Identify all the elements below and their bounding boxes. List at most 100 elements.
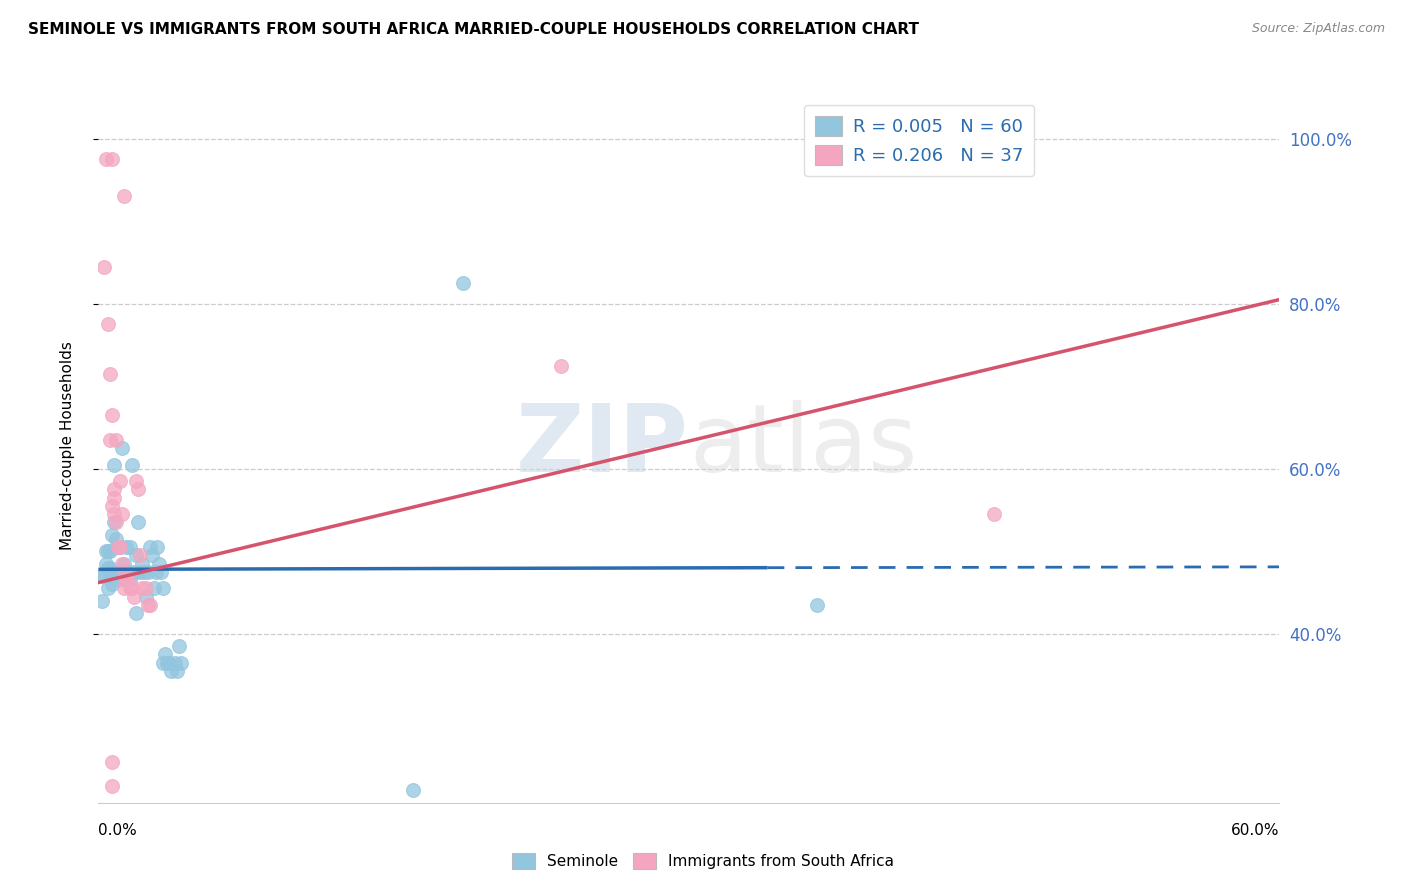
Point	[170, 656, 193, 670]
Point	[136, 565, 159, 579]
Point	[98, 565, 121, 579]
Point	[107, 573, 129, 587]
Legend: R = 0.005   N = 60, R = 0.206   N = 37: R = 0.005 N = 60, R = 0.206 N = 37	[804, 105, 1035, 176]
Point	[141, 549, 163, 563]
Point	[98, 544, 121, 558]
Text: SEMINOLE VS IMMIGRANTS FROM SOUTH AFRICA MARRIED-COUPLE HOUSEHOLDS CORRELATION C: SEMINOLE VS IMMIGRANTS FROM SOUTH AFRICA…	[28, 22, 920, 37]
Point	[101, 780, 124, 794]
Point	[167, 639, 190, 653]
Point	[128, 565, 150, 579]
Point	[125, 549, 148, 563]
Point	[118, 582, 141, 596]
Point	[146, 540, 169, 554]
Point	[112, 565, 135, 579]
Text: 60.0%: 60.0%	[1232, 823, 1279, 838]
Point	[148, 557, 170, 571]
Point	[142, 582, 165, 596]
Point	[101, 153, 124, 167]
Point	[111, 507, 134, 521]
Point	[127, 516, 149, 530]
Point	[160, 664, 183, 678]
Point	[105, 565, 128, 579]
Point	[125, 474, 148, 488]
Point	[118, 573, 141, 587]
Point	[131, 582, 153, 596]
Point	[103, 507, 125, 521]
Point	[127, 483, 149, 497]
Point	[103, 516, 125, 530]
Point	[111, 565, 134, 579]
Y-axis label: Married-couple Households: Married-couple Households	[60, 342, 75, 550]
Point	[97, 560, 120, 574]
Point	[107, 540, 129, 554]
Point	[157, 656, 180, 670]
Point	[122, 565, 145, 579]
Point	[101, 408, 124, 422]
Text: ZIP: ZIP	[516, 400, 689, 492]
Point	[97, 582, 120, 596]
Point	[112, 189, 135, 203]
Text: Source: ZipAtlas.com: Source: ZipAtlas.com	[1251, 22, 1385, 36]
Point	[105, 433, 128, 447]
Point	[98, 433, 121, 447]
Point	[103, 565, 125, 579]
Point	[112, 582, 135, 596]
Point	[111, 441, 134, 455]
Point	[101, 527, 124, 541]
Point	[806, 598, 828, 612]
Point	[96, 544, 118, 558]
Point	[451, 276, 474, 290]
Point	[105, 532, 128, 546]
Point	[93, 569, 115, 583]
Point	[121, 582, 143, 596]
Text: atlas: atlas	[689, 400, 917, 492]
Legend: Seminole, Immigrants from South Africa: Seminole, Immigrants from South Africa	[506, 847, 900, 875]
Point	[108, 540, 131, 554]
Point	[138, 540, 160, 554]
Point	[117, 573, 139, 587]
Point	[108, 540, 131, 554]
Point	[101, 577, 124, 591]
Point	[98, 367, 121, 381]
Point	[132, 565, 155, 579]
Point	[145, 565, 167, 579]
Point	[121, 458, 143, 472]
Point	[101, 755, 124, 769]
Point	[98, 560, 121, 574]
Point	[165, 656, 187, 670]
Point	[103, 491, 125, 505]
Point	[152, 656, 174, 670]
Point	[91, 569, 114, 583]
Point	[118, 540, 141, 554]
Point	[103, 483, 125, 497]
Point	[97, 318, 120, 332]
Point	[135, 582, 157, 596]
Point	[166, 664, 188, 678]
Point	[402, 783, 425, 797]
Point	[101, 499, 124, 513]
Point	[101, 565, 124, 579]
Point	[93, 260, 115, 274]
Point	[135, 590, 157, 604]
Point	[550, 359, 572, 373]
Point	[107, 540, 129, 554]
Point	[97, 544, 120, 558]
Point	[152, 582, 174, 596]
Point	[138, 598, 160, 612]
Point	[115, 573, 138, 587]
Text: 0.0%: 0.0%	[98, 823, 138, 838]
Point	[91, 593, 114, 607]
Point	[122, 590, 145, 604]
Point	[128, 549, 150, 563]
Point	[983, 507, 1005, 521]
Point	[136, 598, 159, 612]
Point	[112, 557, 135, 571]
Point	[96, 153, 118, 167]
Point	[150, 565, 173, 579]
Point	[111, 557, 134, 571]
Point	[96, 557, 118, 571]
Point	[105, 516, 128, 530]
Point	[131, 557, 153, 571]
Point	[155, 648, 177, 662]
Point	[103, 458, 125, 472]
